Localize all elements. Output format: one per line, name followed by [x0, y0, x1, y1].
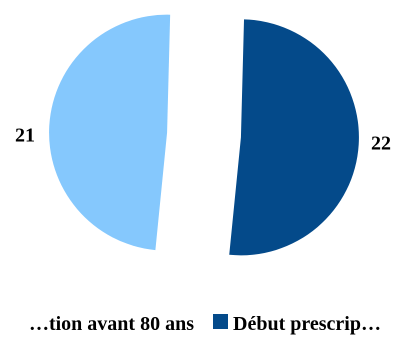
pie-slices [49, 14, 359, 256]
data-label-slice-2: 22 [371, 133, 391, 155]
pie-slice-1 [49, 14, 171, 251]
pie-data-labels: 21 22 [15, 125, 391, 155]
data-label-slice-1: 21 [15, 125, 35, 147]
legend-label-1: …tion avant 80 ans [29, 313, 194, 335]
legend: …tion avant 80 ans Début prescrip… [29, 313, 381, 335]
pie-slice-2 [229, 19, 359, 256]
legend-swatch-2 [213, 314, 228, 329]
legend-label-2: Début prescrip… [233, 313, 381, 335]
